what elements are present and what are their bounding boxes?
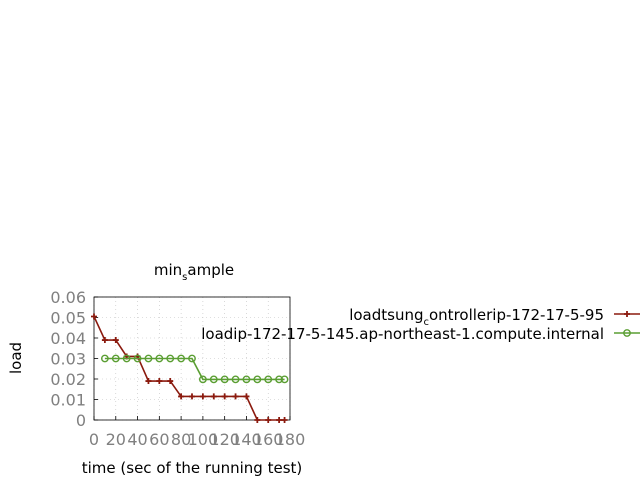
series-2-point (209, 375, 218, 384)
x-tick-label: 100 (188, 430, 219, 449)
series-2-point (220, 375, 229, 384)
x-tick-label: 160 (253, 430, 284, 449)
x-tick-label: 80 (171, 430, 191, 449)
series-2-point (264, 375, 273, 384)
x-tick-label: 40 (127, 430, 147, 449)
series-2-point (280, 375, 289, 384)
series-1-point (254, 417, 261, 423)
series-1-point (243, 393, 250, 400)
y-tick-label: 0.03 (50, 350, 86, 369)
y-tick-label: 0 (76, 411, 86, 430)
x-tick-label: 0 (89, 430, 99, 449)
series-2-point (242, 375, 251, 384)
series-2-point (155, 354, 164, 363)
legend-label-series-1: loadtsungcontrollerip-172-17-5-95 (349, 306, 604, 328)
series-1-point (199, 393, 206, 400)
y-tick-label: 0.05 (50, 309, 86, 328)
series-1-point (167, 378, 174, 385)
series-1-point (281, 417, 288, 423)
series-group (91, 313, 289, 423)
axis-ticks: 00.010.020.030.040.050.060 20 40 60 80100120… (50, 288, 305, 449)
series-2-point (231, 375, 240, 384)
series-2-point (122, 354, 131, 363)
legend-marker-series-1 (624, 311, 630, 317)
series-1-point (145, 378, 152, 385)
series-1-point (91, 313, 97, 320)
y-tick-label: 0.01 (50, 391, 86, 410)
series-2-point (275, 375, 284, 384)
series-1-point (210, 393, 217, 400)
series-2 (100, 354, 289, 384)
series-1-point (232, 393, 239, 400)
series-2-point (100, 354, 109, 363)
series-2-point (198, 375, 207, 384)
series-2-point (166, 354, 175, 363)
series-1-point (221, 393, 228, 400)
series-1 (91, 313, 288, 423)
series-2-point (253, 375, 262, 384)
y-axis-label: load (7, 342, 25, 374)
x-tick-label: 60 (149, 430, 169, 449)
series-1-point (276, 417, 283, 423)
legend: loadtsungcontrollerip-172-17-5-95 loadip… (201, 306, 640, 343)
series-1-point (265, 417, 272, 423)
series-2-point (133, 354, 142, 363)
x-tick-label: 140 (231, 430, 262, 449)
y-tick-label: 0.02 (50, 370, 86, 389)
series-2-point (144, 354, 153, 363)
series-1-point (189, 393, 195, 400)
series-2-line (104, 357, 285, 381)
series-1-point (101, 337, 108, 344)
series-1-point (178, 393, 185, 400)
x-tick-label: 120 (209, 430, 240, 449)
y-tick-label: 0.06 (50, 288, 86, 307)
x-axis-label: time (sec of the running test) (82, 459, 303, 477)
chart-title: minsample (154, 261, 234, 283)
legend-marker-series-2 (623, 329, 631, 337)
x-tick-label: 180 (275, 430, 306, 449)
series-2-point (111, 354, 120, 363)
series-1-point (112, 337, 119, 344)
series-2-point (188, 354, 196, 363)
series-2-point (177, 354, 186, 363)
series-1-point (156, 378, 163, 385)
legend-label-series-2: loadip-172-17-5-145.ap-northeast-1.compu… (201, 325, 604, 343)
x-tick-label: 20 (106, 430, 126, 449)
y-tick-label: 0.04 (50, 329, 86, 348)
